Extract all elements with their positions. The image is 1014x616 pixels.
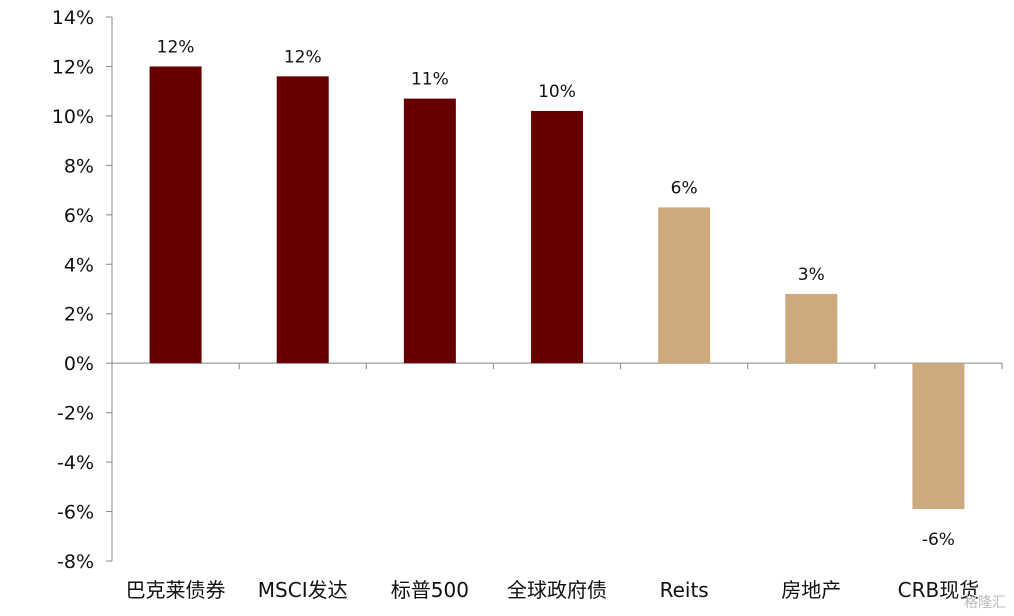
x-tick-label: 全球政府债 [507,578,607,602]
data-label: 12% [157,37,195,57]
data-label: 11% [411,70,449,90]
labels: 12% 巴克莱债券 12% MSCI发达 11% 标普500 10% 全球政府债 6% Reits… [126,37,980,602]
x-tick-label: 标普500 [391,578,469,602]
data-label: 3% [798,265,825,285]
axes: 14% 12% 10% 8% 6% 4% 2% 0% -2% -4% -6% -8% [52,7,1003,573]
y-tick-label: 4% [64,254,94,276]
y-tick-label: 0% [64,353,94,375]
y-tick-label: 2% [64,304,94,326]
bar [785,293,838,364]
y-tick-label: 10% [52,106,94,128]
bar [658,207,711,364]
data-label: 12% [284,47,322,67]
bar [149,66,202,364]
y-tick-label: 14% [52,7,94,29]
data-label: 10% [538,82,576,102]
y-tick-label: 8% [64,155,94,177]
y-tick-label: -6% [57,502,94,524]
bar [912,363,965,510]
x-tick-label: 房地产 [781,578,841,602]
bar [403,98,456,364]
data-label: 6% [671,178,698,198]
data-label: -6% [922,530,955,550]
x-tick-label: 巴克莱债券 [126,578,226,602]
y-tick-label: 6% [64,205,94,227]
x-tick-label: MSCI发达 [258,578,348,602]
x-tick-label: CRB现货 [898,578,980,602]
y-tick-label: -8% [57,551,94,573]
bar [531,110,583,364]
y-tick-label: 12% [52,56,94,78]
bar [276,76,329,364]
bars [149,66,965,510]
watermark: 格隆汇 [964,595,1006,611]
y-tick-label: -2% [57,403,94,425]
x-tick-label: Reits [660,578,709,602]
y-tick-label: -4% [57,452,94,474]
